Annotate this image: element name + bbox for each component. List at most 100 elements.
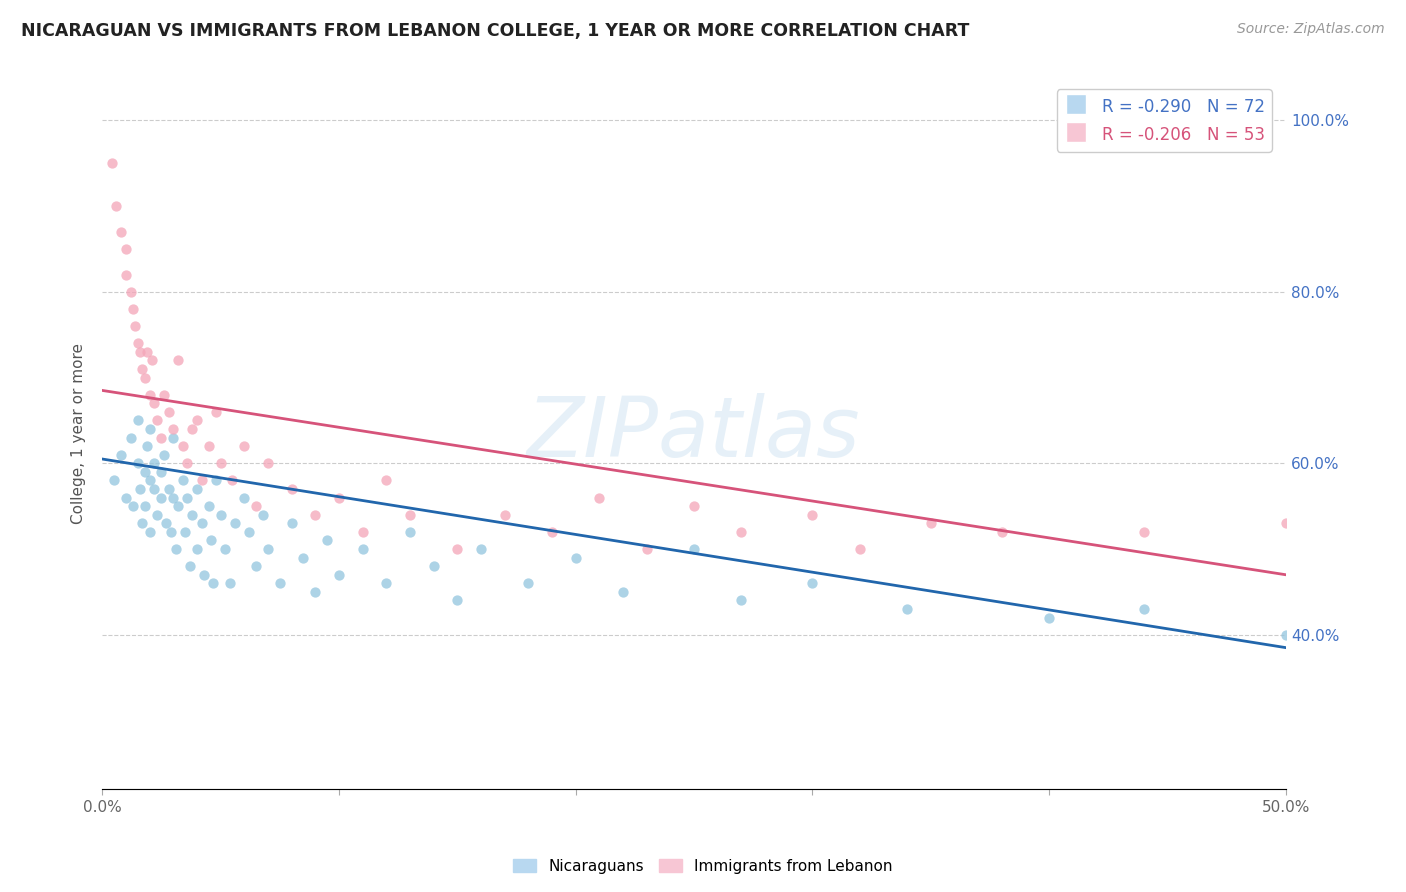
Point — [252, 508, 274, 522]
Point — [328, 567, 350, 582]
Point — [304, 508, 326, 522]
Point — [120, 431, 142, 445]
Point — [214, 542, 236, 557]
Point — [224, 516, 246, 531]
Point — [134, 499, 156, 513]
Point — [352, 524, 374, 539]
Point — [174, 524, 197, 539]
Point — [152, 448, 174, 462]
Point — [470, 542, 492, 557]
Point — [134, 465, 156, 479]
Point — [138, 387, 160, 401]
Point — [131, 362, 153, 376]
Point — [176, 456, 198, 470]
Point — [143, 482, 166, 496]
Point — [399, 508, 422, 522]
Point — [446, 542, 468, 557]
Point — [157, 405, 180, 419]
Point — [186, 413, 208, 427]
Point — [896, 602, 918, 616]
Point — [375, 576, 398, 591]
Point — [172, 474, 194, 488]
Point — [375, 474, 398, 488]
Point — [209, 508, 232, 522]
Point — [127, 336, 149, 351]
Text: ZIPatlas: ZIPatlas — [527, 392, 860, 474]
Point — [991, 524, 1014, 539]
Text: Source: ZipAtlas.com: Source: ZipAtlas.com — [1237, 22, 1385, 37]
Point — [145, 508, 167, 522]
Point — [100, 156, 122, 170]
Point — [209, 456, 232, 470]
Point — [612, 585, 634, 599]
Point — [446, 593, 468, 607]
Point — [422, 559, 444, 574]
Point — [399, 524, 422, 539]
Legend: R = -0.290   N = 72, R = -0.206   N = 53: R = -0.290 N = 72, R = -0.206 N = 53 — [1057, 89, 1271, 152]
Point — [103, 474, 125, 488]
Point — [801, 508, 824, 522]
Point — [127, 456, 149, 470]
Point — [150, 431, 173, 445]
Point — [190, 516, 212, 531]
Point — [179, 559, 201, 574]
Point — [541, 524, 564, 539]
Point — [141, 353, 163, 368]
Point — [131, 516, 153, 531]
Point — [120, 285, 142, 299]
Point — [122, 499, 145, 513]
Point — [143, 456, 166, 470]
Point — [127, 413, 149, 427]
Point — [165, 542, 187, 557]
Point — [181, 508, 204, 522]
Point — [730, 593, 752, 607]
Point — [1038, 610, 1060, 624]
Point — [636, 542, 658, 557]
Point — [352, 542, 374, 557]
Point — [186, 482, 208, 496]
Point — [221, 474, 243, 488]
Point — [136, 344, 159, 359]
Point — [150, 465, 173, 479]
Point — [801, 576, 824, 591]
Point — [115, 491, 138, 505]
Point — [245, 499, 267, 513]
Point — [155, 516, 177, 531]
Point — [588, 491, 610, 505]
Point — [134, 370, 156, 384]
Point — [564, 550, 586, 565]
Point — [494, 508, 516, 522]
Point — [105, 199, 128, 213]
Point — [1133, 524, 1156, 539]
Point — [110, 448, 132, 462]
Point — [150, 491, 173, 505]
Point — [920, 516, 942, 531]
Point — [138, 422, 160, 436]
Point — [200, 533, 222, 548]
Point — [683, 499, 706, 513]
Point — [172, 439, 194, 453]
Point — [730, 524, 752, 539]
Point — [292, 550, 315, 565]
Point — [122, 301, 145, 316]
Point — [205, 405, 228, 419]
Point — [162, 431, 184, 445]
Point — [257, 542, 280, 557]
Point — [197, 499, 219, 513]
Point — [257, 456, 280, 470]
Point — [233, 491, 256, 505]
Point — [157, 482, 180, 496]
Point — [280, 482, 302, 496]
Point — [197, 439, 219, 453]
Point — [517, 576, 540, 591]
Point — [145, 413, 167, 427]
Point — [190, 474, 212, 488]
Point — [269, 576, 291, 591]
Point — [219, 576, 242, 591]
Point — [683, 542, 706, 557]
Text: NICARAGUAN VS IMMIGRANTS FROM LEBANON COLLEGE, 1 YEAR OR MORE CORRELATION CHART: NICARAGUAN VS IMMIGRANTS FROM LEBANON CO… — [21, 22, 970, 40]
Point — [138, 524, 160, 539]
Point — [115, 242, 138, 256]
Point — [129, 482, 152, 496]
Point — [1133, 602, 1156, 616]
